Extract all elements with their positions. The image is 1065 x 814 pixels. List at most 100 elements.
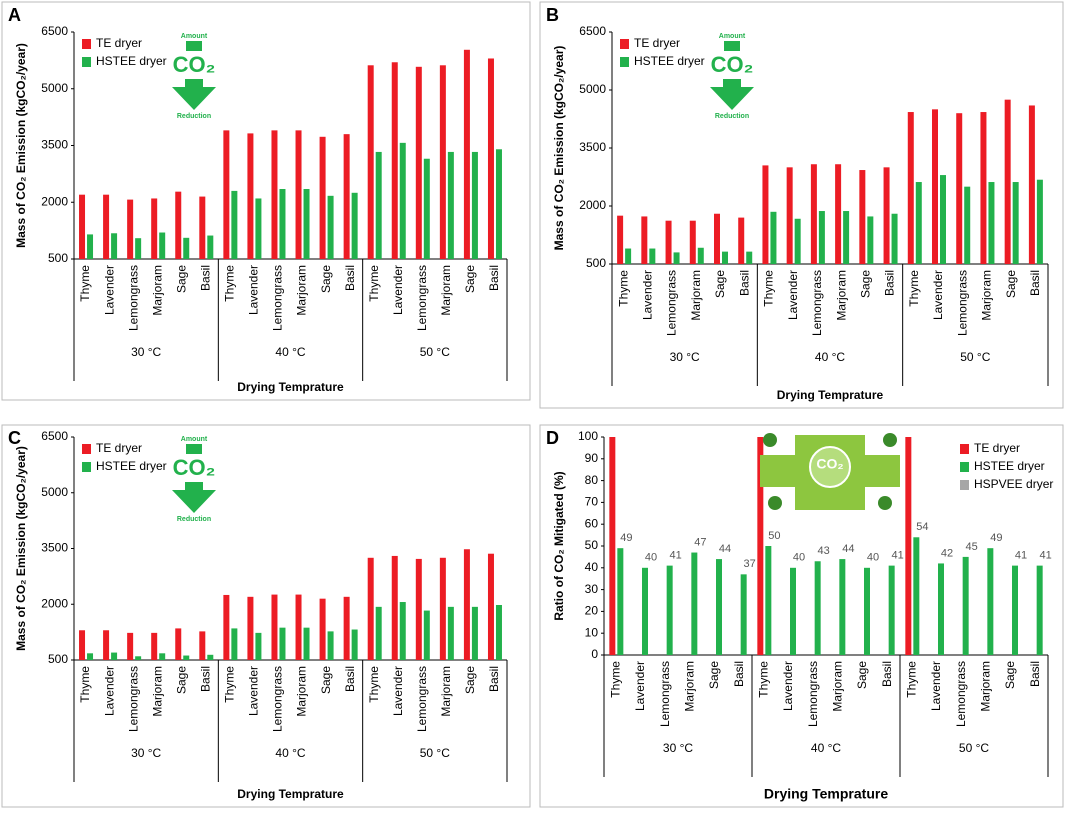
y-tick-label: 30 xyxy=(585,582,599,596)
bar xyxy=(295,594,302,660)
bar xyxy=(127,199,134,259)
icon-text: Amount xyxy=(719,33,746,40)
bar xyxy=(962,556,969,655)
icon-text: Reduction xyxy=(177,516,211,523)
bar xyxy=(765,546,772,655)
y-tick-label: 500 xyxy=(48,251,68,265)
panel: B Mass of CO₂ Emission (kgCO₂/year) 500 200… xyxy=(539,1,1064,409)
icon-text: Amount xyxy=(181,436,208,443)
x-tick-label: Lemongrass xyxy=(126,265,140,331)
legend-label: HSTEE dryer xyxy=(974,459,1045,473)
bar xyxy=(666,565,673,655)
y-tick-label: 6500 xyxy=(41,24,68,38)
legend-label: HSTEE dryer xyxy=(634,54,705,68)
bar xyxy=(247,596,254,660)
y-tick-label: 6500 xyxy=(41,429,68,443)
legend-swatch xyxy=(620,57,629,67)
bar xyxy=(271,130,278,259)
bar xyxy=(915,182,922,264)
bar xyxy=(423,158,430,259)
y-tick-label: 3500 xyxy=(41,541,68,555)
x-tick-label: Basil xyxy=(198,265,212,291)
x-tick-label: Sage xyxy=(319,666,333,694)
x-tick-label: Basil xyxy=(880,661,894,687)
x-tick-label: Lemongrass xyxy=(415,666,429,732)
bar xyxy=(487,58,494,259)
y-tick-label: 80 xyxy=(585,473,599,487)
y-tick-label: 0 xyxy=(591,647,598,661)
bar xyxy=(1036,179,1043,264)
bar xyxy=(714,213,720,264)
bar xyxy=(375,151,382,259)
x-tick-label: Marjoram xyxy=(689,270,703,321)
x-tick-label: Lemongrass xyxy=(954,661,968,727)
bar xyxy=(839,559,846,655)
legend-swatch xyxy=(82,39,91,49)
x-tick-label: Lemongrass xyxy=(126,666,140,732)
bar xyxy=(625,248,632,264)
bar xyxy=(111,233,118,259)
y-axis-label: Mass of CO₂ Emission (kgCO₂/year) xyxy=(552,46,566,251)
bar xyxy=(790,567,796,655)
x-tick-label: Lavender xyxy=(391,666,405,716)
bar xyxy=(319,136,326,259)
y-tick-label: 2000 xyxy=(579,198,606,212)
x-tick-label: Lavender xyxy=(102,265,116,315)
x-tick-label: Basil xyxy=(487,265,501,291)
icon-text: Reduction xyxy=(715,113,749,120)
bar xyxy=(367,65,374,259)
bar xyxy=(938,563,944,655)
data-label: 40 xyxy=(793,552,805,564)
legend-label: TE dryer xyxy=(974,441,1020,455)
group-label: 40 °C xyxy=(815,350,845,364)
panel: A Mass of CO₂ Emission (kgCO₂/year) 500 200… xyxy=(1,1,531,401)
x-tick-label: Lemongrass xyxy=(806,661,820,727)
y-tick-label: 70 xyxy=(585,495,599,509)
bar xyxy=(391,555,398,660)
bar xyxy=(439,65,446,259)
panel-label: D xyxy=(546,428,559,448)
bar xyxy=(859,170,866,264)
bar xyxy=(1036,565,1043,655)
bar xyxy=(199,631,206,660)
icon-dot xyxy=(878,496,892,510)
data-label: 40 xyxy=(645,552,657,564)
bar xyxy=(691,552,698,655)
y-tick-label: 500 xyxy=(586,256,606,270)
x-tick-label: Lemongrass xyxy=(271,666,285,732)
bar xyxy=(327,195,334,259)
y-tick-label: 5000 xyxy=(41,485,68,499)
bar xyxy=(175,628,182,660)
bar xyxy=(183,237,190,259)
bar xyxy=(231,628,238,660)
bar xyxy=(223,594,230,660)
bar xyxy=(673,252,680,264)
bar xyxy=(207,654,214,660)
icon-arrow xyxy=(172,482,216,513)
bar xyxy=(79,194,86,259)
bar xyxy=(255,198,262,259)
x-tick-label: Marjoram xyxy=(295,666,309,717)
bar xyxy=(988,182,995,264)
bar xyxy=(183,655,190,660)
x-tick-label: Lemongrass xyxy=(658,661,672,727)
icon-arrow xyxy=(710,79,754,110)
legend-label: TE dryer xyxy=(634,36,680,50)
bar xyxy=(399,142,406,259)
bar xyxy=(343,596,350,660)
bar xyxy=(697,247,704,264)
x-tick-label: Marjoram xyxy=(831,661,845,712)
y-tick-label: 90 xyxy=(585,451,599,465)
group-label: 50 °C xyxy=(960,350,990,364)
x-tick-label: Lavender xyxy=(641,270,655,320)
x-tick-label: Thyme xyxy=(223,666,237,703)
x-tick-label: Sage xyxy=(859,270,873,298)
bar xyxy=(375,606,382,660)
legend-swatch xyxy=(82,57,91,67)
data-label: 54 xyxy=(916,521,928,533)
y-tick-label: 3500 xyxy=(41,138,68,152)
x-tick-label: Marjoram xyxy=(683,661,697,712)
y-tick-label: 5000 xyxy=(579,82,606,96)
bar xyxy=(303,627,310,660)
